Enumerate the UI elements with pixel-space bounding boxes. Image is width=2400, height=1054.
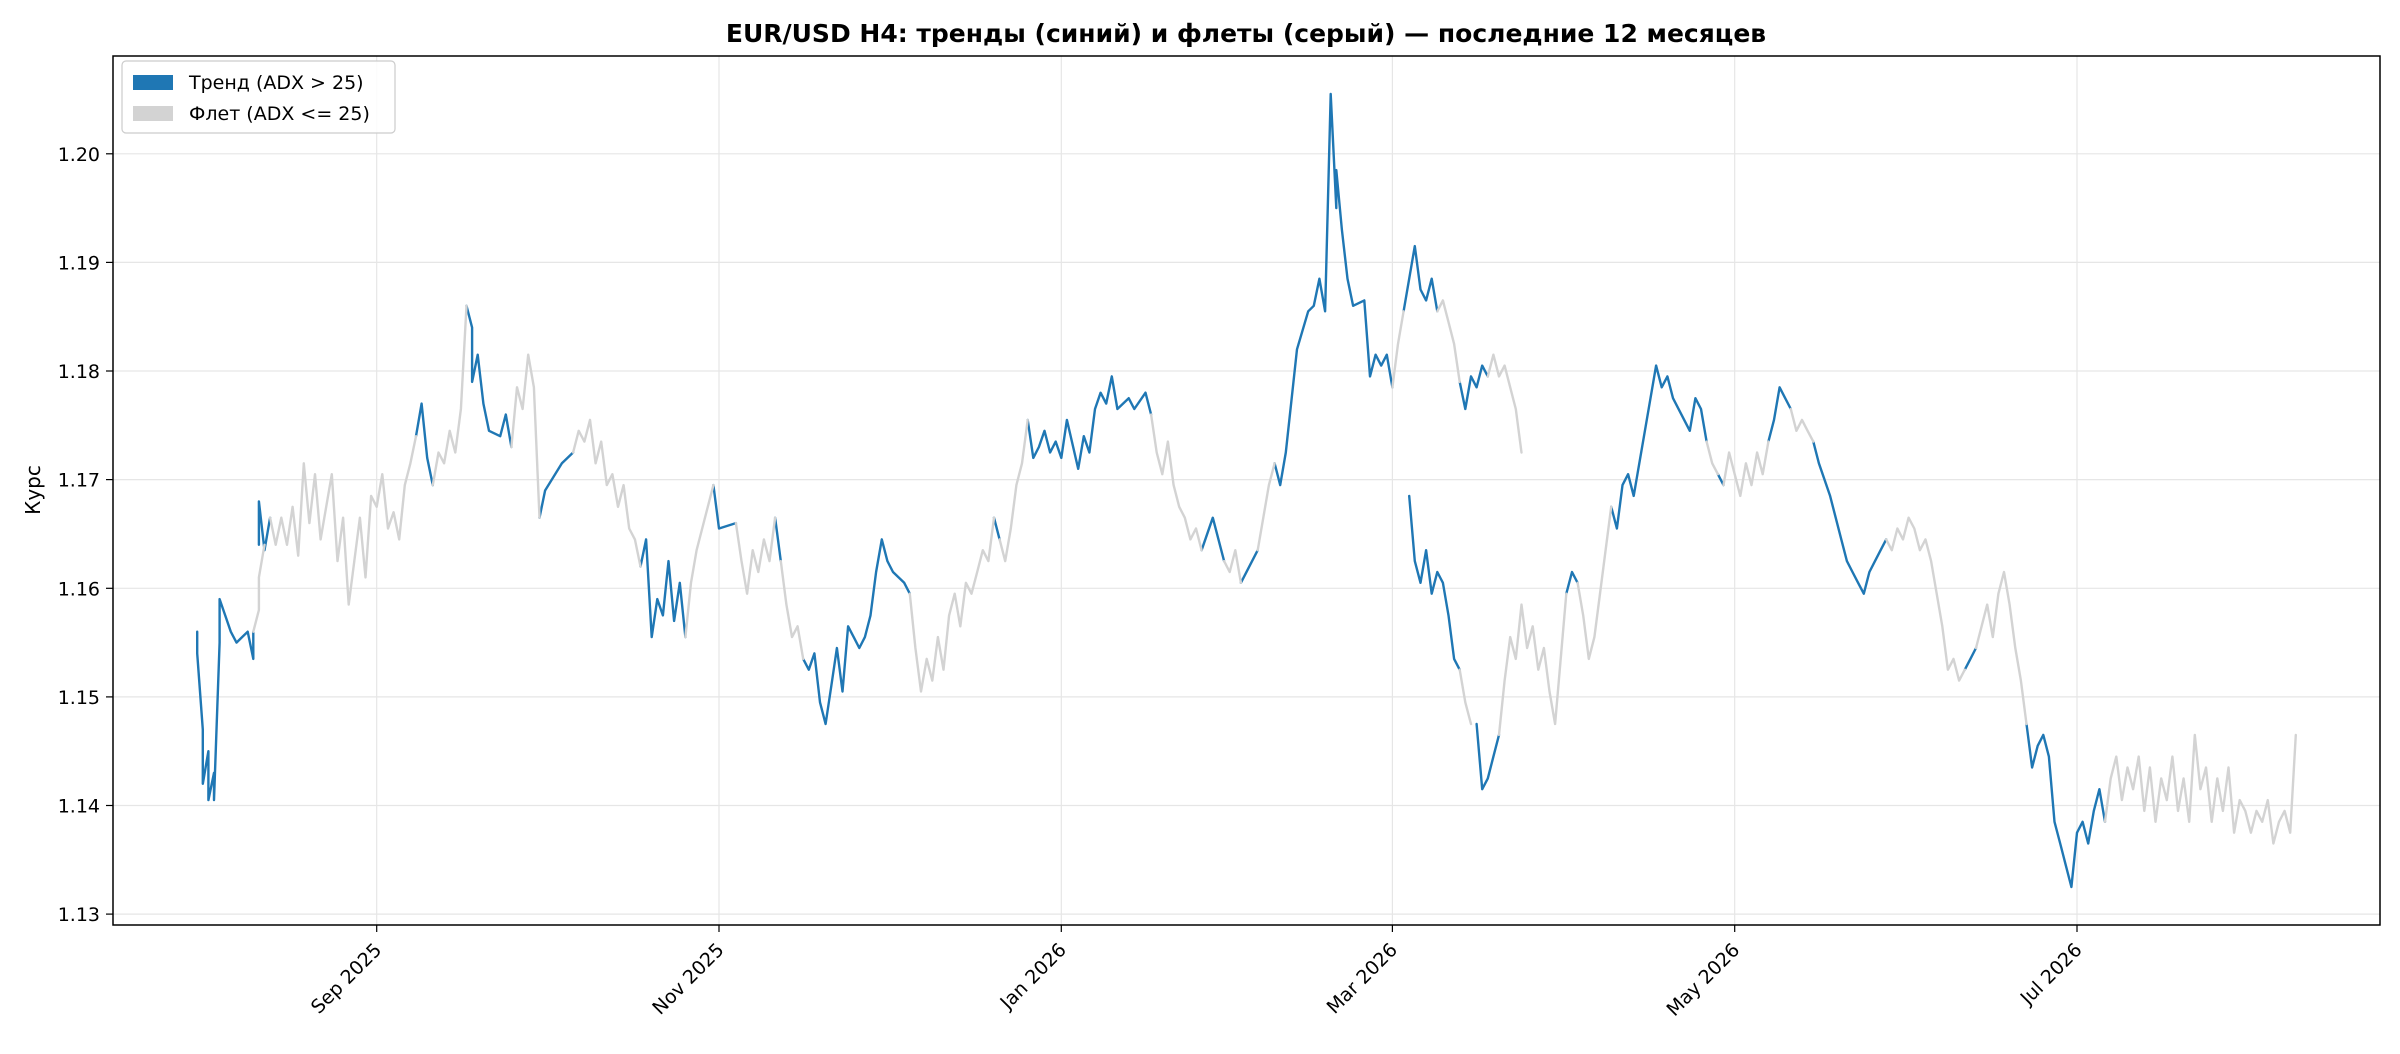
series-line-trend: [195, 597, 255, 802]
series-line-trend: [1458, 364, 1490, 411]
series-line-flat: [1497, 592, 1568, 737]
legend-swatch-trend: [133, 75, 173, 90]
series-line-flat: [684, 483, 715, 639]
series-line-flat: [252, 543, 266, 633]
series-line-trend: [538, 451, 575, 519]
series-line-flat: [1222, 549, 1243, 584]
series-line-trend: [1716, 473, 1725, 487]
series-line-trend: [1565, 570, 1579, 595]
series-line-trend: [465, 304, 513, 449]
legend-label-flat: Флет (ADX <= 25): [189, 103, 370, 125]
series-line-trend: [1407, 494, 1461, 671]
series-line-flat: [268, 435, 418, 606]
series-line-flat: [2103, 733, 2298, 845]
series-line-flat: [1486, 353, 1523, 454]
series-line-flat: [1149, 413, 1203, 552]
y-tick-label: 1.19: [58, 252, 100, 274]
series-line-flat: [1884, 516, 1967, 682]
y-axis-label: Курс: [21, 465, 45, 515]
series-line-flat: [510, 353, 541, 519]
chart-title: EUR/USD H4: тренды (синий) и флеты (серы…: [726, 19, 1766, 48]
series-line-trend: [1475, 722, 1501, 791]
y-tick-label: 1.13: [58, 904, 100, 926]
grid-layer: [113, 56, 2380, 925]
series-line-flat: [998, 418, 1029, 563]
series-line-trend: [257, 500, 272, 552]
y-tick-label: 1.18: [58, 361, 100, 383]
series-line-trend: [992, 516, 1001, 541]
y-tick-label: 1.17: [58, 470, 100, 492]
series-line-trend: [712, 483, 738, 530]
series-line-flat: [1391, 310, 1405, 389]
series-line-flat: [734, 516, 777, 595]
series-line-flat: [908, 516, 996, 693]
series-line-flat: [1436, 299, 1461, 384]
series-line-flat: [571, 418, 642, 568]
series-layer: [195, 92, 2298, 889]
series-line-trend: [414, 402, 434, 487]
series-line-trend: [1239, 549, 1259, 584]
legend-label-trend: Тренд (ADX > 25): [188, 72, 364, 94]
series-line-trend: [1200, 516, 1226, 563]
series-line-flat: [1705, 440, 1720, 476]
plot-frame: [112, 55, 2381, 926]
y-tick-label: 1.14: [58, 796, 100, 818]
series-line-flat: [431, 304, 468, 487]
series-line-trend: [1026, 375, 1153, 470]
series-line-trend: [1812, 440, 1888, 595]
y-tick-label: 1.20: [58, 144, 100, 166]
y-tick-label: 1.16: [58, 578, 100, 600]
series-line-trend: [2025, 722, 2107, 889]
series-line-trend: [1273, 92, 1394, 487]
series-line-trend: [1963, 646, 1978, 671]
series-line-flat: [1974, 570, 2028, 726]
legend-swatch-flat: [133, 106, 173, 121]
series-line-flat: [779, 559, 805, 661]
legend: Тренд (ADX > 25) Флет (ADX <= 25): [121, 60, 396, 134]
series-line-trend: [773, 516, 782, 563]
series-line-flat: [1458, 668, 1473, 726]
y-tick-label: 1.15: [58, 687, 100, 709]
series-line-flat: [1722, 440, 1770, 498]
series-line-trend: [1609, 364, 1708, 530]
series-line-flat: [1789, 407, 1815, 443]
series-line-trend: [639, 538, 687, 639]
series-line-trend: [1402, 244, 1439, 313]
series-line-flat: [1256, 462, 1276, 552]
series-line-trend: [802, 538, 911, 726]
series-line-trend: [1767, 386, 1793, 443]
legend-box: [121, 60, 396, 134]
series-line-flat: [1576, 505, 1613, 661]
